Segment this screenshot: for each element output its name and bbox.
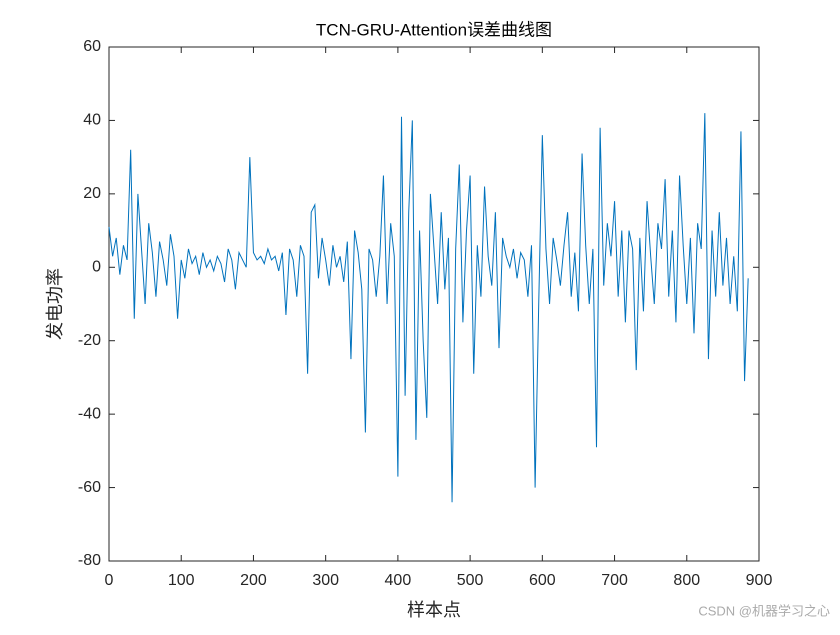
x-tick-label: 200 (240, 572, 267, 589)
axes-box (108, 46, 760, 562)
data-line (108, 113, 749, 503)
x-tick-label: 900 (746, 572, 773, 589)
x-tick-label: 500 (457, 572, 484, 589)
y-axis-label: 发电功率 (45, 268, 66, 340)
chart-title: TCN-GRU-Attention误差曲线图 (316, 20, 552, 39)
y-tick-label: 20 (83, 185, 101, 202)
x-axis-label: 样本点 (407, 600, 461, 621)
y-tick-label: -80 (78, 552, 101, 569)
x-tick-label: 100 (168, 572, 195, 589)
y-tick-label: 40 (83, 112, 101, 129)
x-tick-label: 700 (601, 572, 628, 589)
x-tick-label: 800 (673, 572, 700, 589)
watermark: CSDN @机器学习之心 (698, 603, 830, 618)
x-tick-label: 600 (529, 572, 556, 589)
x-tick-label: 300 (312, 572, 339, 589)
y-tick-label: -20 (78, 332, 101, 349)
y-tick-label: -60 (78, 479, 101, 496)
y-tick-label: 60 (83, 38, 101, 55)
y-tick-label: -40 (78, 405, 101, 422)
x-tick-label: 0 (105, 572, 114, 589)
y-tick-label: 0 (92, 259, 101, 276)
x-tick-label: 400 (385, 572, 412, 589)
